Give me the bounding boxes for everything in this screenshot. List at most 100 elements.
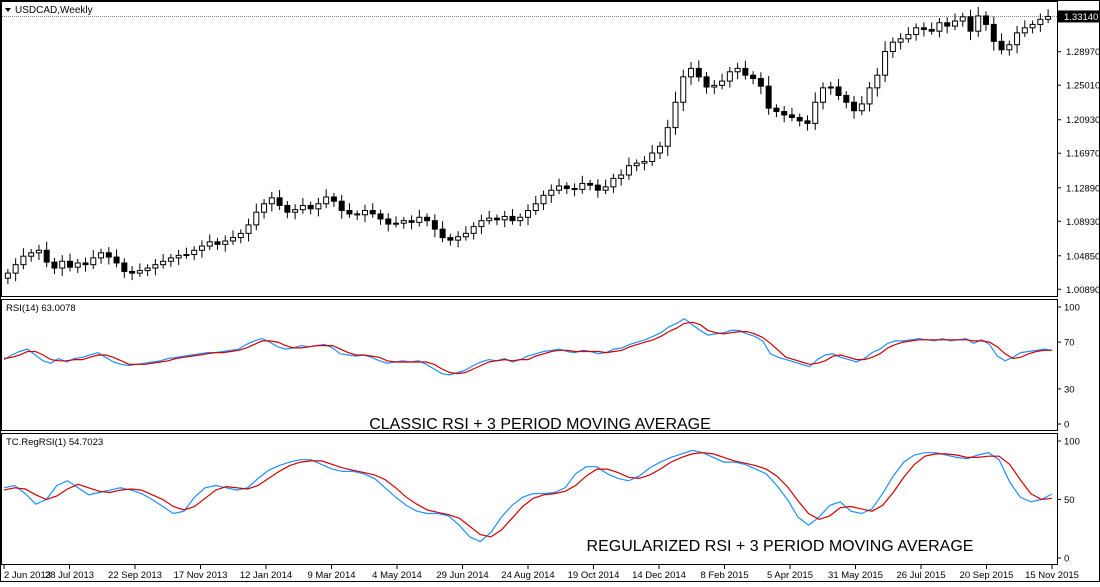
candle-up bbox=[35, 249, 42, 254]
candle-up bbox=[144, 267, 151, 272]
time-axis-label: 20 Sep 2015 bbox=[960, 570, 1014, 581]
rsi-axis: 100 70 30 0 bbox=[1057, 303, 1080, 431]
candle-up bbox=[812, 101, 819, 124]
candle-up bbox=[889, 41, 896, 52]
candle-up bbox=[20, 255, 27, 266]
candle-down bbox=[851, 101, 858, 112]
candle-up bbox=[268, 197, 275, 205]
candle-down bbox=[276, 197, 283, 206]
candlestick-series bbox=[4, 6, 1052, 285]
candle-down bbox=[105, 252, 112, 258]
candle-down bbox=[493, 217, 500, 221]
price-axis-label: 1.04850 bbox=[1066, 251, 1100, 262]
candle-up bbox=[618, 174, 625, 179]
candle-down bbox=[121, 262, 128, 272]
candle-down bbox=[695, 67, 702, 78]
candle-up bbox=[858, 103, 865, 112]
candle-up bbox=[237, 232, 244, 239]
candle-down bbox=[781, 111, 788, 116]
current-price-tag: 1.33140 bbox=[1058, 10, 1100, 23]
candle-down bbox=[563, 185, 570, 190]
price-axis-label: 1.28970 bbox=[1066, 47, 1100, 58]
candle-up bbox=[874, 74, 881, 89]
time-axis-label: 29 Jun 2014 bbox=[436, 570, 488, 581]
price-axis-label: 1.00890 bbox=[1066, 285, 1100, 296]
candle-down bbox=[967, 16, 974, 32]
candle-up bbox=[913, 27, 920, 36]
candle-up bbox=[12, 264, 19, 274]
candle-up bbox=[734, 67, 741, 73]
candle-up bbox=[152, 264, 159, 269]
candle-down bbox=[338, 200, 345, 212]
rsi-line-series bbox=[3, 317, 1053, 376]
time-axis-label: 26 Jul 2015 bbox=[896, 570, 945, 581]
candle-down bbox=[214, 241, 221, 245]
oscillator-line bbox=[3, 317, 1053, 376]
candle-down bbox=[385, 218, 392, 225]
candle-up bbox=[74, 262, 81, 268]
rsi-panel[interactable]: RSI(14) 63.0078 100 70 30 0 CLASSIC RSI + 3… bbox=[3, 303, 1080, 434]
price-panel-border bbox=[1, 1, 1058, 297]
candle-up bbox=[59, 260, 66, 269]
price-panel[interactable]: USDCAD,Weekly 1.28970 1.25010 1.20930 1.169… bbox=[2, 5, 1100, 296]
time-axis-label: 31 May 2015 bbox=[828, 570, 883, 581]
candle-up bbox=[501, 215, 508, 221]
candle-down bbox=[594, 184, 601, 191]
current-price-tag-text: 1.33140 bbox=[1064, 12, 1098, 23]
candle-down bbox=[307, 204, 314, 210]
candle-up bbox=[610, 177, 617, 188]
candle-down bbox=[990, 23, 997, 42]
time-axis-label: 4 May 2014 bbox=[372, 570, 422, 581]
candle-up bbox=[959, 16, 966, 22]
candle-up bbox=[548, 189, 555, 196]
candle-down bbox=[703, 76, 710, 88]
candle-up bbox=[625, 165, 632, 176]
candle-up bbox=[28, 252, 35, 257]
candle-up bbox=[167, 257, 174, 262]
dropdown-triangle-icon[interactable] bbox=[5, 8, 11, 12]
candle-down bbox=[369, 210, 376, 215]
candle-down bbox=[129, 270, 136, 274]
oscillator-axis-label: 0 bbox=[1064, 420, 1069, 431]
time-axis-label: 9 Mar 2014 bbox=[307, 570, 355, 581]
candle-up bbox=[462, 232, 469, 238]
candle-up bbox=[160, 260, 167, 266]
candle-up bbox=[253, 211, 260, 226]
price-axis-label: 1.16970 bbox=[1066, 149, 1100, 160]
candle-up bbox=[183, 254, 190, 257]
time-axis-label: 14 Dec 2014 bbox=[632, 570, 686, 581]
candle-down bbox=[796, 116, 803, 122]
candle-up bbox=[400, 220, 407, 224]
candle-up bbox=[191, 249, 198, 256]
candle-up bbox=[323, 196, 330, 205]
candle-up bbox=[951, 20, 958, 27]
candle-up bbox=[525, 210, 531, 218]
candle-up bbox=[1014, 32, 1021, 46]
price-axis-label: 1.12890 bbox=[1066, 183, 1100, 194]
current-price-tag-box bbox=[1058, 10, 1100, 23]
moving-average-line bbox=[3, 452, 1053, 538]
candle-down bbox=[944, 22, 951, 27]
candle-down bbox=[804, 120, 811, 124]
candle-up bbox=[299, 204, 306, 211]
rsi-caption: CLASSIC RSI + 3 PERIOD MOVING AVERAGE bbox=[369, 416, 711, 433]
candle-up bbox=[361, 210, 368, 216]
candle-up bbox=[206, 241, 213, 247]
candle-down bbox=[742, 67, 749, 76]
candle-up bbox=[719, 80, 726, 86]
panel-borders bbox=[1, 1, 1058, 565]
time-axis-label: 8 Feb 2015 bbox=[700, 570, 748, 581]
candle-up bbox=[393, 222, 400, 225]
candle-up bbox=[672, 101, 679, 129]
regrsi-panel[interactable]: TC.RegRSI(1) 54.7023 100 50 0 REGULARIZED … bbox=[3, 437, 1080, 565]
candle-up bbox=[936, 22, 943, 32]
candle-down bbox=[408, 220, 415, 223]
candle-up bbox=[1006, 44, 1013, 51]
candle-up bbox=[602, 186, 609, 191]
regrsi-axis: 100 50 0 bbox=[1057, 437, 1080, 565]
price-axis-label: 1.25010 bbox=[1066, 81, 1100, 92]
